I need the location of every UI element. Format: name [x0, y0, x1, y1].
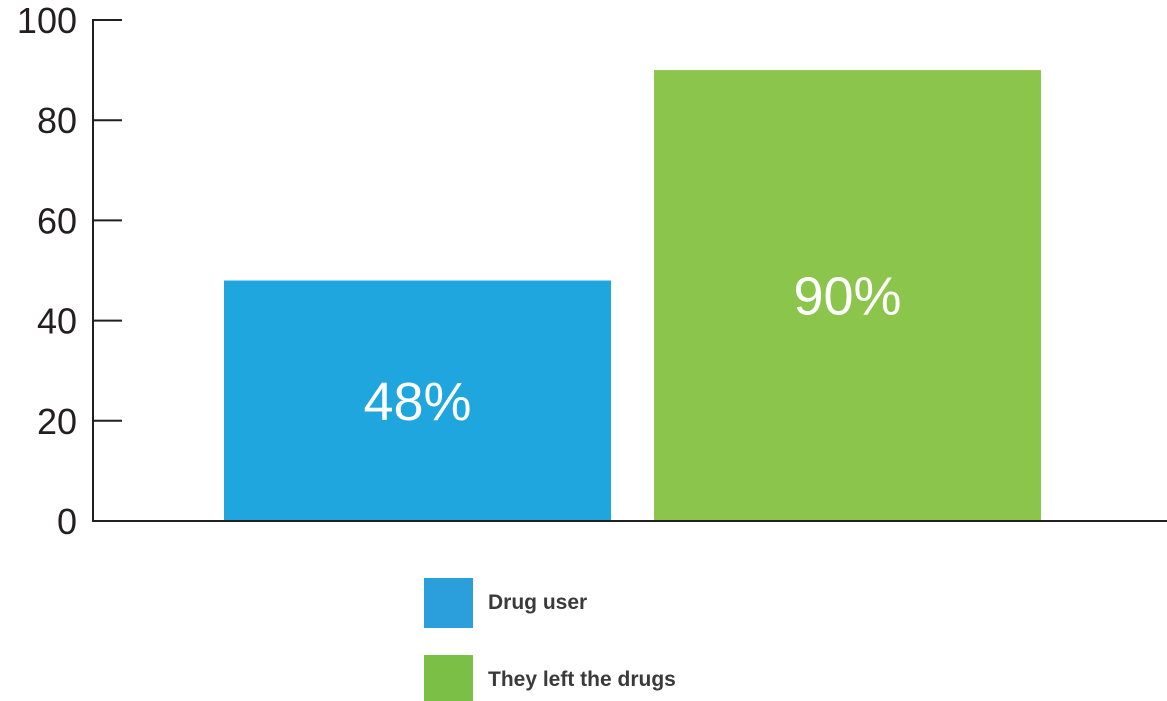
legend-swatch-drug-user [424, 578, 473, 628]
bar-label-they-left-the-drugs: 90% [793, 267, 901, 327]
y-tick-label-0: 0 [57, 501, 77, 542]
legend-swatch-left-drugs [424, 655, 473, 701]
y-tick-label-100: 100 [17, 0, 77, 41]
legend-item-drug-user: Drug user [424, 578, 676, 628]
y-tick-label-60: 60 [37, 200, 77, 241]
legend-item-left-drugs: They left the drugs [424, 655, 676, 701]
bar-drug-user [224, 280, 611, 521]
legend-label-drug-user: Drug user [488, 591, 588, 614]
y-tick-label-80: 80 [37, 100, 77, 141]
bar-they-left-the-drugs [654, 70, 1041, 521]
y-tick-label-40: 40 [37, 301, 77, 342]
axes-layer: 0 20 40 60 80 100 [17, 0, 1167, 542]
y-tick-label-20: 20 [37, 401, 77, 442]
bars-layer: 48% 90% [224, 70, 1041, 521]
legend-label-left-drugs: They left the drugs [488, 668, 676, 691]
legend: Drug user They left the drugs [424, 578, 676, 701]
bar-label-drug-user: 48% [363, 372, 471, 432]
